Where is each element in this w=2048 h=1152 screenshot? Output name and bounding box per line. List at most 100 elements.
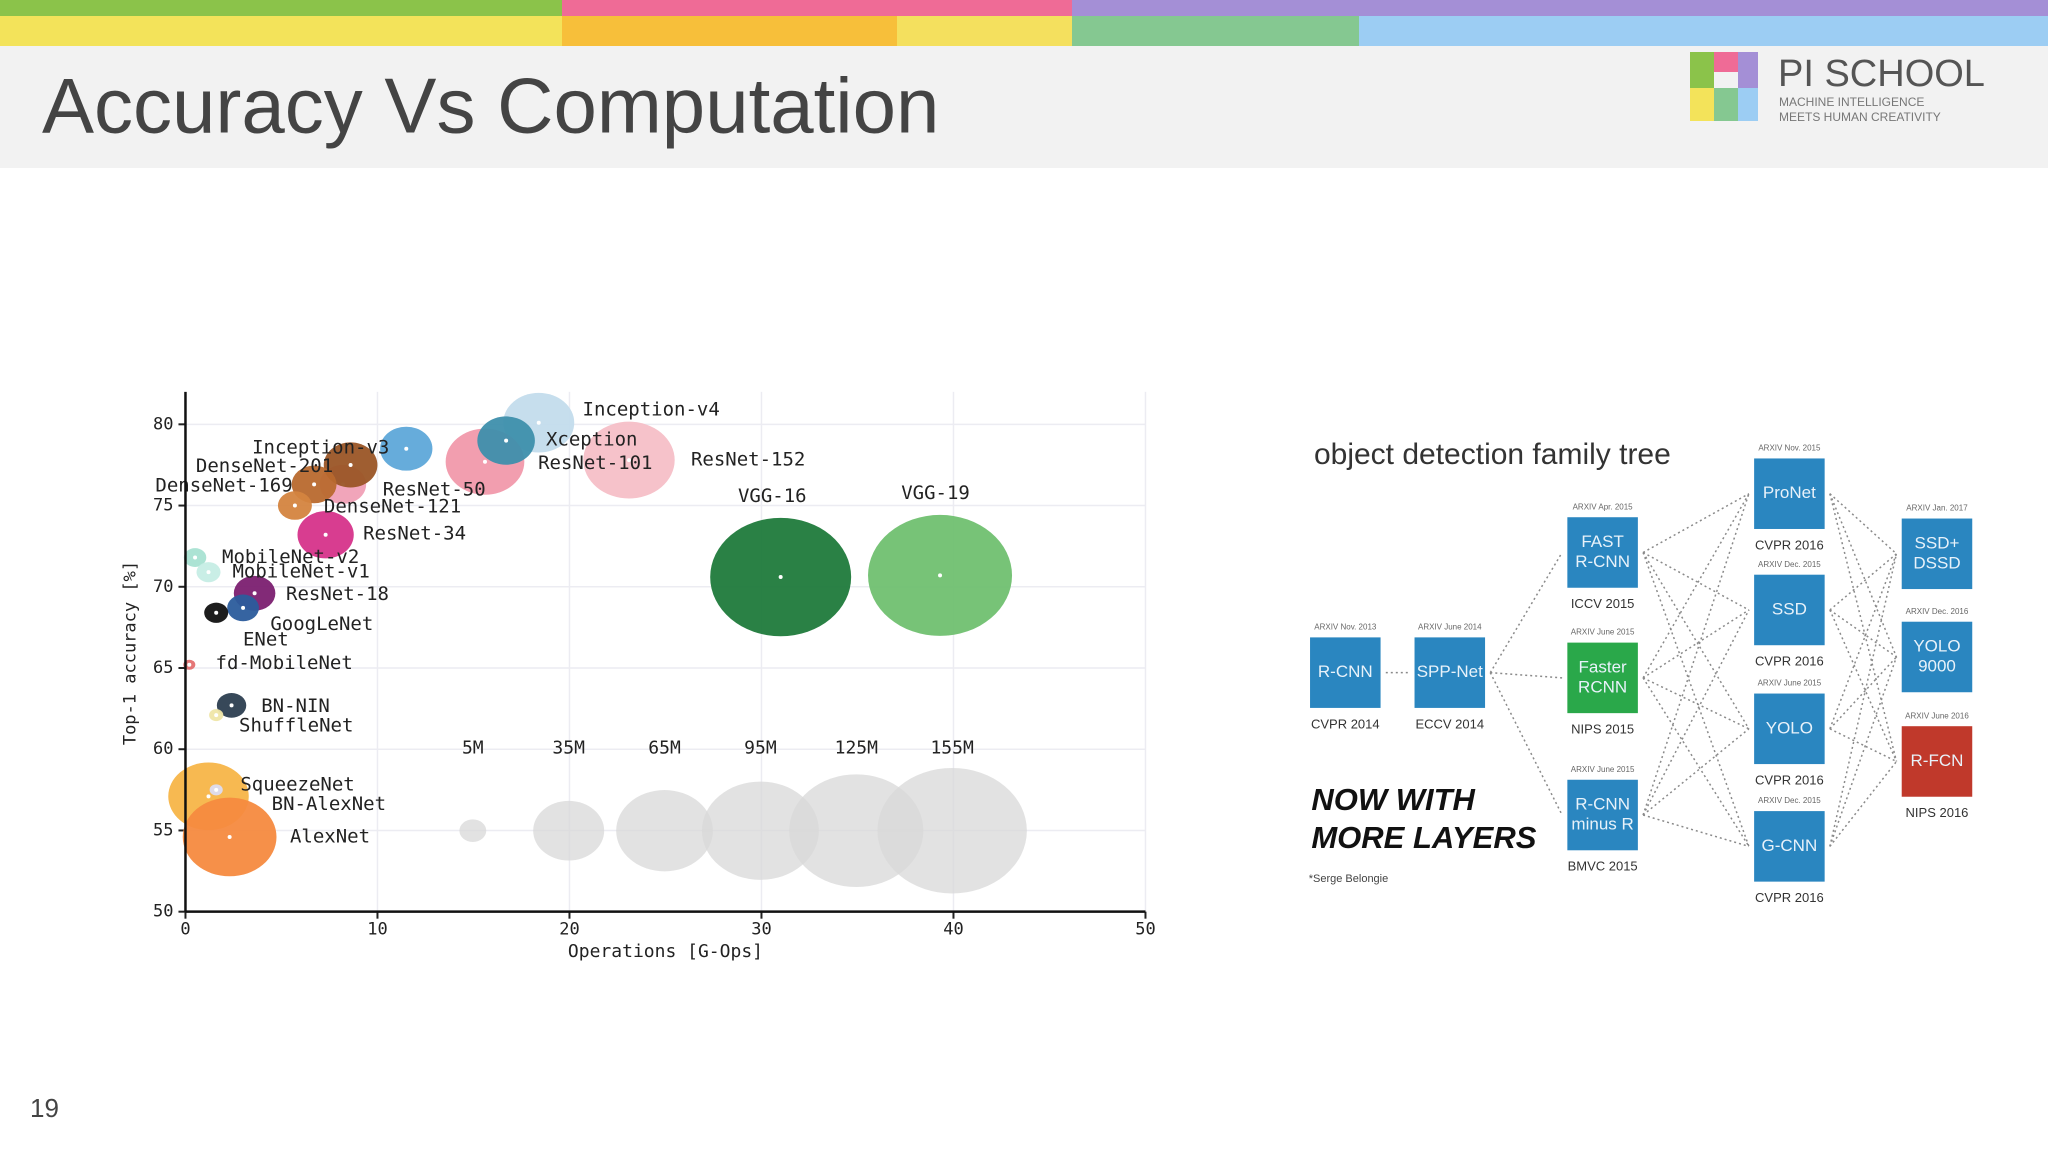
tree-link [1829,553,1897,611]
logo-name: PI SCHOOL [1778,53,1985,95]
color-bar [1359,16,2048,46]
node-label: FAST [1581,532,1624,551]
size-legend-label: 125M [835,737,879,758]
tree-link [1642,551,1750,611]
node-label: ProNet [1763,483,1816,502]
tree-link [1829,609,1897,658]
node-label: SSD+ [1915,533,1960,552]
tree-link [1829,493,1898,762]
bubble-label: ShuffleNet [239,715,353,737]
node-label: DSSD [1913,553,1960,572]
bubble-center-dot [214,610,219,615]
tree-link [1829,656,1898,730]
bubble-center-dot [292,503,297,508]
node-venue: CVPR 2016 [1755,773,1824,788]
node-venue: CVPR 2016 [1755,537,1824,552]
tree-link [1489,672,1563,816]
bubble-label: Inception-v3 [252,437,389,459]
bubble-label: DenseNet-169 [155,474,292,496]
y-axis-label: Top-1 accuracy [%] [121,561,141,745]
tree-node [1754,574,1825,646]
color-bar [897,16,1072,46]
size-legend-bubble [533,800,605,861]
node-label: 9000 [1918,656,1956,675]
tree-node [1901,621,1973,693]
node-venue: NIPS 2015 [1571,722,1634,737]
x-tick-label: 40 [943,920,963,940]
tree-link [1829,728,1897,763]
node-label: G-CNN [1762,836,1818,855]
node-arxiv: ARXIV June 2015 [1758,679,1822,688]
bubble-label: Inception-v4 [583,399,720,421]
tree-node [1754,811,1825,882]
bubble-center-dot [214,787,219,792]
bubble-center-dot [404,446,409,451]
tree-link [1642,814,1750,848]
bubble-center-dot [312,482,317,487]
x-tick-label: 50 [1135,920,1155,940]
bubble-center-dot [536,420,541,425]
bubble-label: ENet [243,629,289,651]
node-label: R-CNN [1575,795,1630,814]
node-venue: CVPR 2016 [1755,890,1824,905]
color-bar [1072,16,1359,46]
page-number: 19 [30,1093,59,1123]
bubble-center-dot [504,438,509,443]
size-legend-bubble [459,819,487,842]
node-venue: CVPR 2014 [1311,716,1380,731]
slide-title: Accuracy Vs Computation [42,62,939,150]
size-legend-label: 65M [648,737,681,758]
tree-link [1829,656,1898,847]
bubble-center-dot [206,794,211,799]
color-bar [1072,0,2048,16]
bubble-center-dot [193,555,198,560]
size-legend-bubble [616,790,713,872]
bubble-center-dot [482,459,487,464]
tree-link [1829,493,1897,555]
tree-link [1829,553,1898,730]
x-tick-label: 20 [559,920,579,940]
bubble-label: SqueezeNet [240,773,354,795]
diagram-credit: *Serge Belongie [1309,873,1389,885]
tree-link [1642,493,1750,679]
x-tick-label: 10 [367,920,387,940]
bubble-center-dot [323,532,328,537]
bubble-label: AlexNet [290,826,370,848]
node-arxiv: ARXIV Jan. 2017 [1906,504,1968,513]
y-tick-label: 75 [153,496,173,516]
tree-link [1489,552,1563,674]
tree-node [1567,642,1638,714]
tree-link [1829,493,1898,658]
y-tick-label: 50 [153,902,173,922]
bubble-label: DenseNet-201 [196,455,333,477]
size-legend-label: 5M [462,737,484,758]
color-bar [562,16,897,46]
node-venue: BMVC 2015 [1568,859,1638,874]
bubble-label: VGG-16 [738,485,807,507]
bubble-center-dot [938,573,943,578]
node-label: Faster [1579,657,1628,676]
x-tick-label: 0 [180,920,190,940]
logo-block [1738,88,1758,121]
tree-node [1567,779,1638,851]
logo-block [1690,52,1714,88]
tree-node [1414,637,1486,708]
bubble-center-dot [241,605,246,610]
node-venue: CVPR 2016 [1755,654,1824,669]
bubble-label: MobileNet-v2 [222,546,359,568]
diagram-caption: MORE LAYERS [1311,820,1536,855]
node-arxiv: ARXIV Nov. 2015 [1758,444,1821,453]
y-tick-label: 55 [153,820,173,840]
bubble-label: DenseNet-121 [324,495,461,517]
bubble-chart: 50 55 60 65 70 75 80 0 10 20 30 40 50 5M 35M 65M 95M 125M… [121,391,1156,962]
bubble-center-dot [227,834,232,839]
tree-link [1642,609,1750,679]
size-legend-label: 35M [552,737,585,758]
node-label: SPP-Net [1417,662,1483,681]
bubble-center-dot [206,570,211,575]
tree-node [1310,637,1381,708]
node-arxiv: ARXIV June 2015 [1571,765,1635,774]
node-venue: ICCV 2015 [1571,596,1635,611]
x-axis-label: Operations [G-Ops] [568,941,763,962]
